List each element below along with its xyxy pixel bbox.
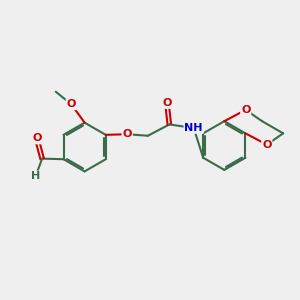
Text: O: O bbox=[262, 140, 272, 150]
Text: H: H bbox=[31, 172, 40, 182]
Text: O: O bbox=[32, 134, 41, 143]
Text: O: O bbox=[67, 99, 76, 109]
Text: O: O bbox=[122, 129, 132, 139]
Text: O: O bbox=[162, 98, 172, 108]
Text: O: O bbox=[241, 105, 250, 115]
Text: NH: NH bbox=[184, 123, 203, 133]
